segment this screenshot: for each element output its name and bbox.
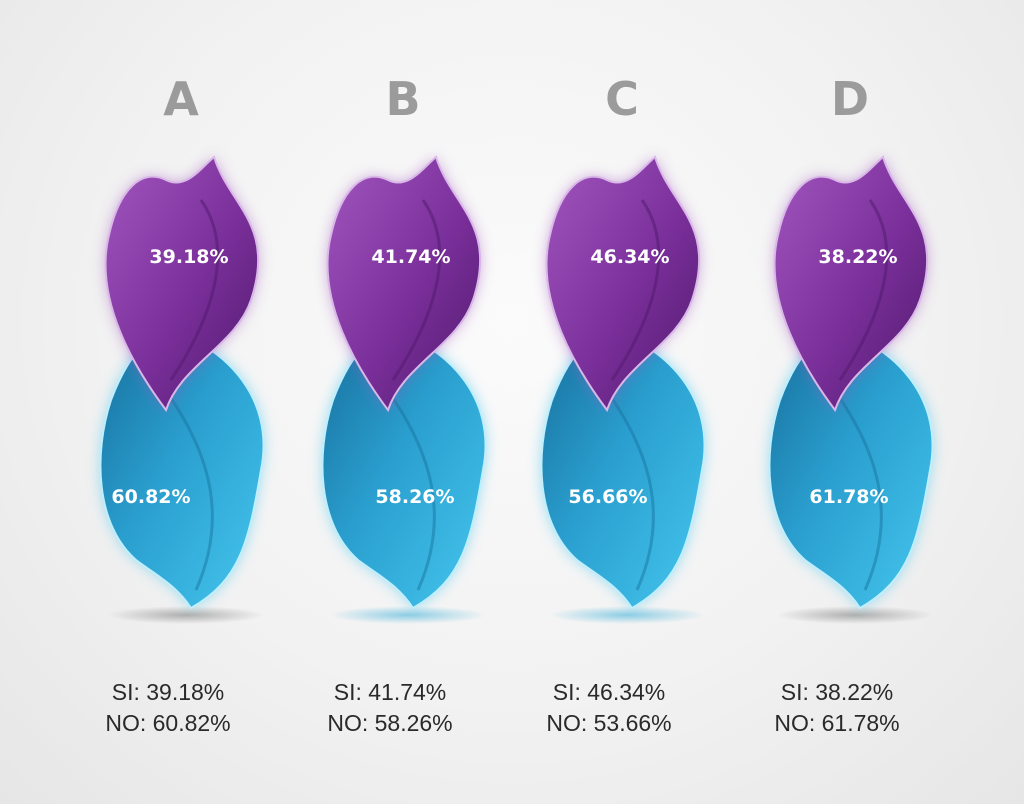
caption-si: SI: 38.22% [781,679,894,705]
caption-no: NO: 61.78% [774,710,899,736]
caption-si: SI: 46.34% [553,679,666,705]
bottom-value-label: 60.82% [111,486,190,508]
column-letter: A [163,72,199,126]
column-letter: C [605,72,639,126]
bottom-value-label: 56.66% [568,486,647,508]
top-shape [326,155,482,413]
bottom-shape [321,328,487,610]
top-value-label: 41.74% [371,246,450,268]
caption-no: NO: 60.82% [105,710,230,736]
top-shape-fold [391,199,442,381]
caption-si: SI: 39.18% [112,679,225,705]
caption-no: NO: 53.66% [546,710,671,736]
top-value-label: 38.22% [818,246,897,268]
top-shape-fold [610,199,661,381]
column-d: D 38.22% 61.78% SI: 38.22% NO: 61.78% [768,72,934,736]
top-value-label: 39.18% [149,246,228,268]
bottom-shape [540,328,706,610]
bottom-shape [99,328,265,610]
top-shape-fold [169,199,220,381]
top-value-label: 46.34% [590,246,669,268]
top-shape [773,155,929,413]
column-letter: D [831,72,869,126]
bottom-value-label: 58.26% [375,486,454,508]
column-c: C 46.34% 56.66% SI: 46.34% NO: 53.66% [540,72,706,736]
column-letter: B [385,72,420,126]
column-a: A 39.18% 60.82% SI: 39.18% NO: 60.82% [99,72,265,736]
ground-shadow [330,606,486,624]
top-shape [545,155,701,413]
ground-shadow [549,606,705,624]
bottom-value-label: 61.78% [809,486,888,508]
bottom-shape [768,328,934,610]
caption-si: SI: 41.74% [334,679,447,705]
top-shape [104,155,260,413]
caption-no: NO: 58.26% [327,710,452,736]
top-shape-fold [838,199,889,381]
ground-shadow [108,606,264,624]
ground-shadow [777,606,933,624]
column-b: B 41.74% 58.26% SI: 41.74% NO: 58.26% [321,72,487,736]
